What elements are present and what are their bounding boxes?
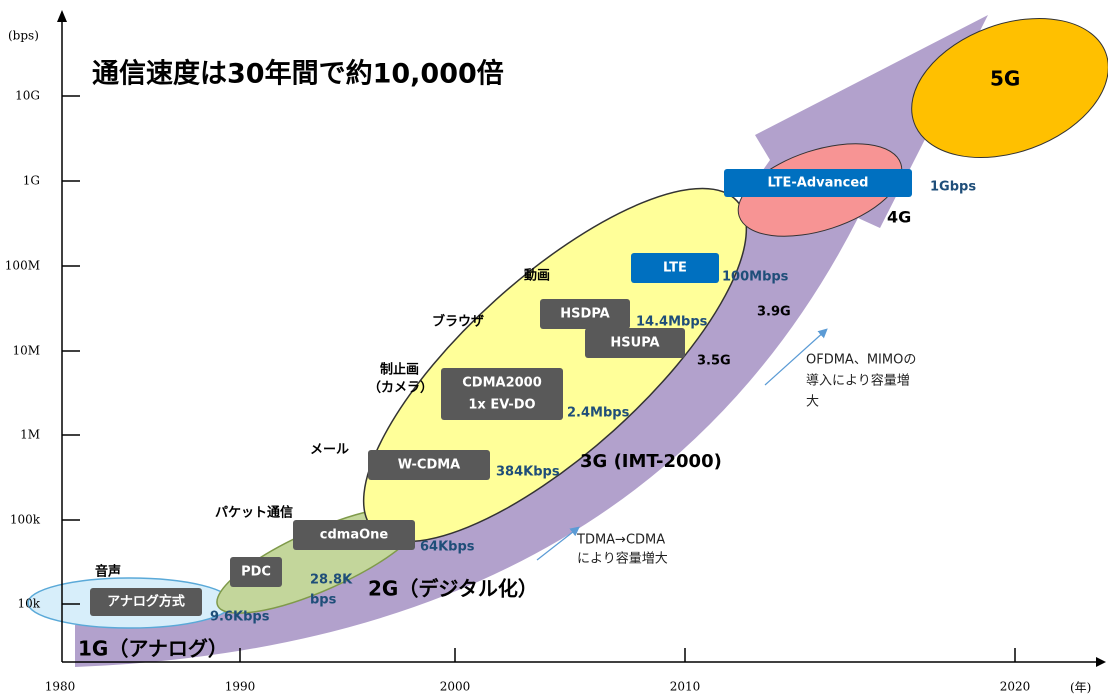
- note-arrow: [764, 328, 828, 386]
- note: OFDMA、MIMOの: [806, 353, 916, 368]
- box: [293, 520, 415, 550]
- speed: 64Kbps: [420, 540, 475, 555]
- speed: 384Kbps: [496, 465, 560, 480]
- generation: 2G（デジタル化）: [368, 577, 538, 601]
- box: [585, 328, 685, 358]
- generation: 3.5G: [697, 354, 731, 369]
- generation: 3G (IMT-2000): [580, 451, 722, 472]
- system: PDC: [241, 565, 271, 580]
- note: 大: [806, 395, 819, 410]
- box: [441, 368, 563, 420]
- use: パケット通信: [215, 505, 293, 521]
- y-tick-label: 1G: [23, 174, 40, 188]
- y-tick-label: 100k: [10, 513, 41, 527]
- use: 制止画: [380, 362, 419, 378]
- system: HSDPA: [560, 307, 609, 322]
- y-tick-label: 10G: [15, 89, 40, 103]
- y-tick-label: 100M: [5, 259, 40, 273]
- speed: 2.4Mbps: [567, 406, 630, 421]
- y-tick-label: 10k: [17, 597, 40, 611]
- generation: 1G（アナログ）: [78, 637, 228, 661]
- system: 1x EV-DO: [468, 398, 535, 413]
- speed: 1Gbps: [930, 180, 976, 195]
- speed: 14.4Mbps: [636, 315, 708, 330]
- y-tick-label: 1M: [20, 428, 40, 442]
- use: 音声: [95, 564, 121, 580]
- box: [368, 450, 490, 480]
- system: HSUPA: [610, 336, 659, 351]
- system: LTE-Advanced: [768, 176, 869, 191]
- use: ブラウザ: [432, 314, 484, 330]
- x-tick-label: 2010: [670, 680, 701, 694]
- system: CDMA2000: [462, 376, 542, 391]
- generation: 3.9G: [757, 305, 791, 320]
- y-unit: (bps): [8, 29, 39, 43]
- x-axis-head: [1096, 657, 1106, 667]
- use: 動画: [524, 268, 550, 284]
- use: メール: [310, 443, 349, 458]
- y-tick-label: 10M: [12, 344, 40, 358]
- box: [230, 557, 282, 587]
- use: （カメラ）: [368, 380, 433, 396]
- box: [724, 169, 912, 197]
- box: [90, 588, 202, 616]
- generation: 4G: [887, 208, 911, 227]
- note: 導入により容量増: [806, 373, 910, 389]
- boxes: アナログ方式 PDC cdmaOne W-CDMA CDMA2000 1x EV…: [90, 169, 912, 616]
- x-unit: (年): [1070, 681, 1091, 695]
- speed: 100Mbps: [722, 270, 789, 285]
- title: 通信速度は30年間で約10,000倍: [92, 58, 504, 90]
- box: [540, 299, 630, 329]
- note: TDMA→CDMA: [576, 533, 665, 548]
- speed: bps: [310, 593, 337, 608]
- x-tick-label: 2020: [1000, 680, 1031, 694]
- note-arrow: [536, 526, 580, 561]
- x-tick-label: 2000: [440, 680, 471, 694]
- system: LTE: [663, 261, 687, 276]
- box: [631, 253, 719, 283]
- system: W-CDMA: [398, 458, 460, 473]
- speed: 28.8K: [310, 573, 353, 588]
- y-axis-head: [57, 10, 67, 22]
- ellipse-5g: [911, 17, 1108, 159]
- speed: 9.6Kbps: [210, 610, 270, 625]
- note: により容量増大: [577, 551, 668, 567]
- x-tick-label: 1990: [225, 680, 256, 694]
- generation: 5G: [990, 67, 1020, 91]
- system: アナログ方式: [107, 594, 185, 610]
- system: cdmaOne: [320, 528, 389, 543]
- x-tick-label: 1980: [45, 680, 76, 694]
